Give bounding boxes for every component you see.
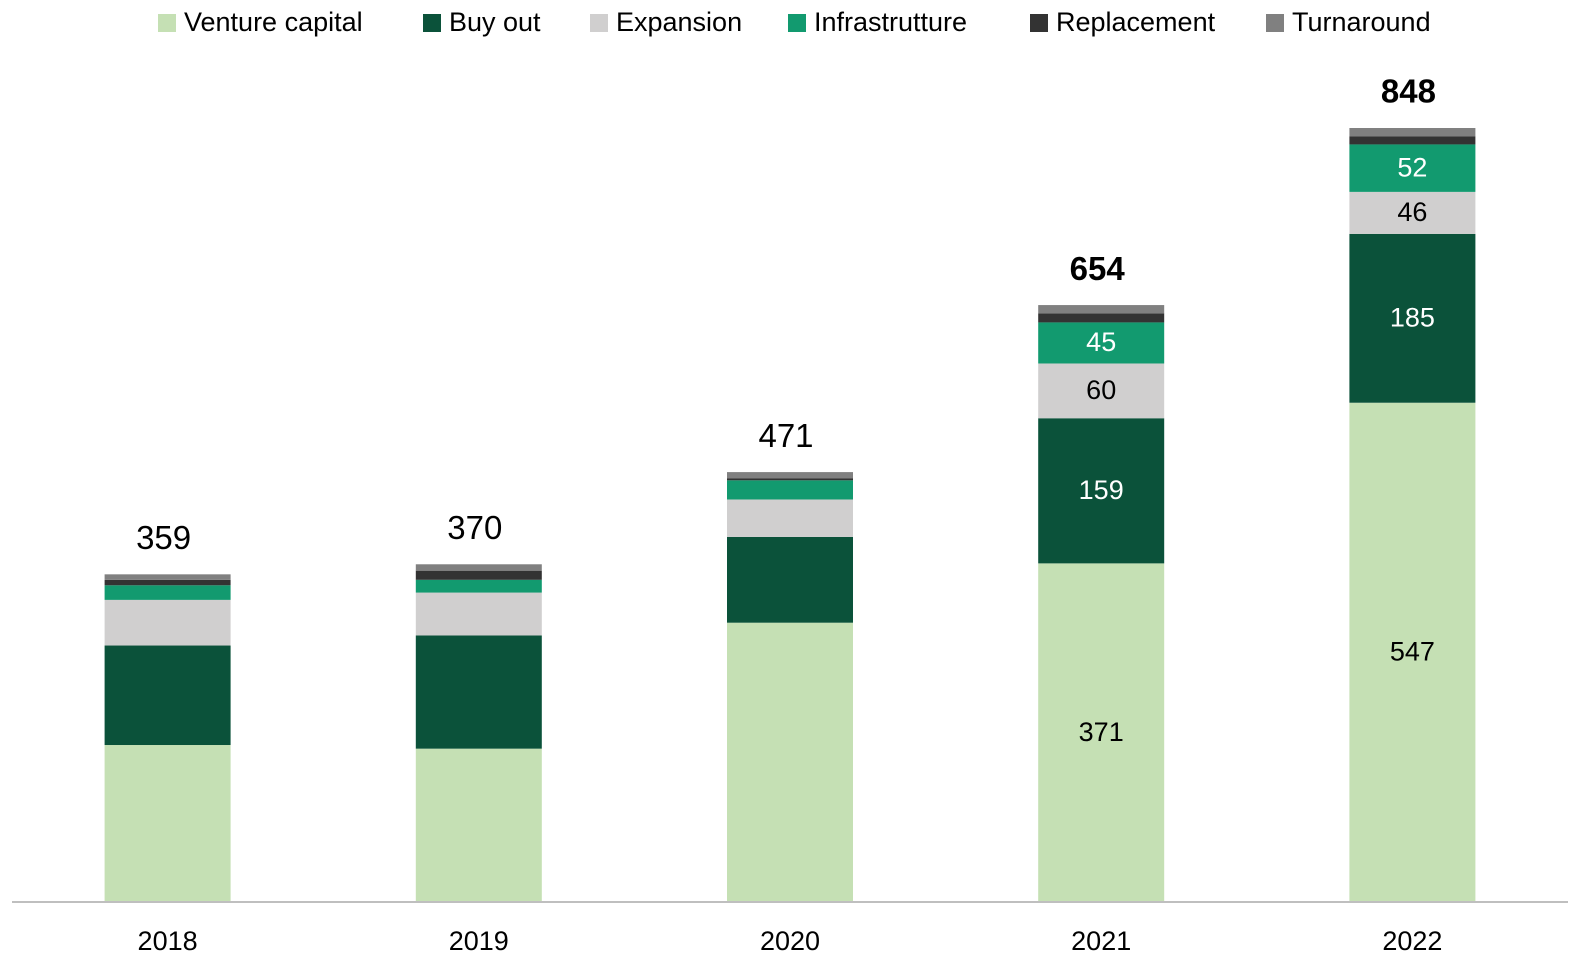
bar-segment bbox=[727, 499, 853, 537]
bar-segment bbox=[415, 579, 542, 593]
bar-segment bbox=[104, 574, 231, 580]
data-label: 185 bbox=[1390, 302, 1435, 332]
bar-segment bbox=[104, 585, 231, 600]
bar-segment bbox=[1349, 144, 1476, 192]
bar-segment bbox=[415, 570, 542, 580]
bar-segment bbox=[727, 536, 853, 623]
x-tick-label: 2019 bbox=[449, 926, 509, 956]
bar-segment bbox=[104, 745, 231, 902]
bar-segment bbox=[1038, 305, 1165, 314]
legend-label: Expansion bbox=[616, 7, 742, 37]
total-label: 471 bbox=[758, 417, 813, 454]
bar-segment bbox=[1349, 402, 1476, 902]
data-label: 547 bbox=[1390, 636, 1435, 666]
legend-label: Replacement bbox=[1056, 7, 1216, 37]
bar-segment bbox=[727, 472, 853, 479]
data-label: 45 bbox=[1086, 327, 1116, 357]
legend-swatch bbox=[423, 14, 441, 32]
legend-swatch bbox=[1266, 14, 1284, 32]
legend-label: Infrastrutture bbox=[814, 7, 967, 37]
bar-segment bbox=[1038, 322, 1165, 364]
bar-segment bbox=[1038, 313, 1165, 323]
bar-segment bbox=[104, 645, 231, 746]
legend-label: Buy out bbox=[449, 7, 541, 37]
bar-segment bbox=[1349, 233, 1476, 403]
legend-swatch bbox=[788, 14, 806, 32]
bar-segment bbox=[415, 748, 542, 902]
legend-label: Venture capital bbox=[184, 7, 363, 37]
x-tick-label: 2018 bbox=[138, 926, 198, 956]
data-label: 60 bbox=[1086, 375, 1116, 405]
bar-segment bbox=[104, 599, 231, 646]
bar-segment bbox=[727, 480, 853, 500]
bar-segment bbox=[415, 635, 542, 749]
bar-segment bbox=[727, 622, 853, 902]
bar-segment bbox=[1038, 418, 1165, 564]
bar-segment bbox=[415, 564, 542, 571]
bar-segment bbox=[415, 592, 542, 636]
x-tick-label: 2021 bbox=[1071, 926, 1131, 956]
bar-segment bbox=[1038, 363, 1165, 419]
x-tick-label: 2020 bbox=[760, 926, 820, 956]
bar-segment bbox=[1349, 128, 1476, 137]
total-label: 848 bbox=[1381, 73, 1436, 110]
data-label: 371 bbox=[1079, 717, 1124, 747]
bar-segment bbox=[1349, 136, 1476, 145]
bar-segment bbox=[1038, 563, 1165, 902]
bar-segment bbox=[104, 579, 231, 586]
total-label: 359 bbox=[136, 519, 191, 556]
bar-segment bbox=[727, 478, 853, 481]
bar-segment bbox=[1349, 191, 1476, 234]
data-label: 159 bbox=[1079, 475, 1124, 505]
legend-swatch bbox=[1030, 14, 1048, 32]
total-label: 654 bbox=[1070, 250, 1126, 287]
legend-label: Turnaround bbox=[1292, 7, 1431, 37]
total-label: 370 bbox=[447, 509, 502, 546]
data-label: 46 bbox=[1397, 197, 1427, 227]
data-label: 52 bbox=[1397, 152, 1427, 182]
legend-swatch bbox=[590, 14, 608, 32]
x-tick-label: 2022 bbox=[1382, 926, 1442, 956]
legend-swatch bbox=[158, 14, 176, 32]
